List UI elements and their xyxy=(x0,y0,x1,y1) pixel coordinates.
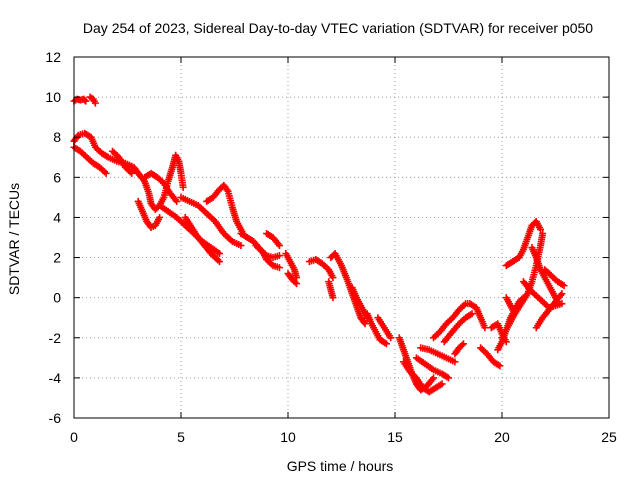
y-axis-label: SDTVAR / TECUs xyxy=(6,183,22,295)
data-point xyxy=(539,229,547,237)
data-point xyxy=(216,250,224,258)
grid xyxy=(74,57,609,418)
data-point xyxy=(361,320,369,328)
tick-labels: 0 5 10 15 20 25 -6 -4 -2 0 2 4 6 8 10 12 xyxy=(45,49,617,445)
data-point xyxy=(275,242,283,250)
data-point xyxy=(102,169,110,177)
axes xyxy=(73,56,610,419)
data-point xyxy=(91,99,99,107)
data-point xyxy=(382,340,390,348)
data-point xyxy=(329,294,337,302)
x-tick-label: 15 xyxy=(387,429,403,445)
x-tick-label: 25 xyxy=(601,429,617,445)
data-point xyxy=(223,186,231,194)
data-point xyxy=(558,290,566,298)
y-tick-label: 8 xyxy=(53,129,61,145)
data-point xyxy=(81,96,89,104)
y-tick-label: 0 xyxy=(53,290,61,306)
data-point xyxy=(537,225,545,233)
x-tick-label: 5 xyxy=(177,429,185,445)
data-point xyxy=(275,252,283,260)
data-point xyxy=(173,197,181,205)
x-tick-label: 10 xyxy=(280,429,296,445)
data-point xyxy=(468,310,476,318)
data-point xyxy=(275,264,283,272)
y-tick-label: 2 xyxy=(53,250,61,266)
data-point xyxy=(387,334,395,342)
data-point xyxy=(293,280,301,288)
data-point xyxy=(156,213,164,221)
data-point xyxy=(511,310,519,318)
data-point xyxy=(291,278,299,286)
data-point xyxy=(438,380,446,388)
data-point xyxy=(216,258,224,266)
data-point xyxy=(430,374,438,382)
y-tick-label: -4 xyxy=(49,370,62,386)
y-tick-label: -6 xyxy=(49,410,62,426)
y-tick-label: 4 xyxy=(53,209,61,225)
x-tick-label: 0 xyxy=(70,429,78,445)
data-point xyxy=(481,324,489,332)
data-point xyxy=(451,358,459,366)
data-point xyxy=(329,274,337,282)
y-tick-label: 10 xyxy=(45,89,61,105)
data-point xyxy=(82,97,90,105)
chart-title: Day 254 of 2023, Sidereal Day-to-day VTE… xyxy=(83,20,593,36)
data-point xyxy=(179,183,187,191)
plot-frame xyxy=(73,56,610,419)
data-point xyxy=(558,300,566,308)
y-tick-label: 12 xyxy=(45,49,61,65)
data-point xyxy=(237,242,245,250)
data-point xyxy=(128,169,136,177)
data-point xyxy=(560,282,568,290)
x-tick-label: 20 xyxy=(494,429,510,445)
x-axis-label: GPS time / hours xyxy=(287,458,394,474)
data-point xyxy=(496,362,504,370)
data-points xyxy=(70,93,568,396)
y-tick-label: -2 xyxy=(49,330,62,346)
y-tick-label: 6 xyxy=(53,169,61,185)
data-point xyxy=(459,340,467,348)
data-point xyxy=(360,318,368,326)
data-point xyxy=(458,341,466,349)
data-point xyxy=(445,374,452,382)
